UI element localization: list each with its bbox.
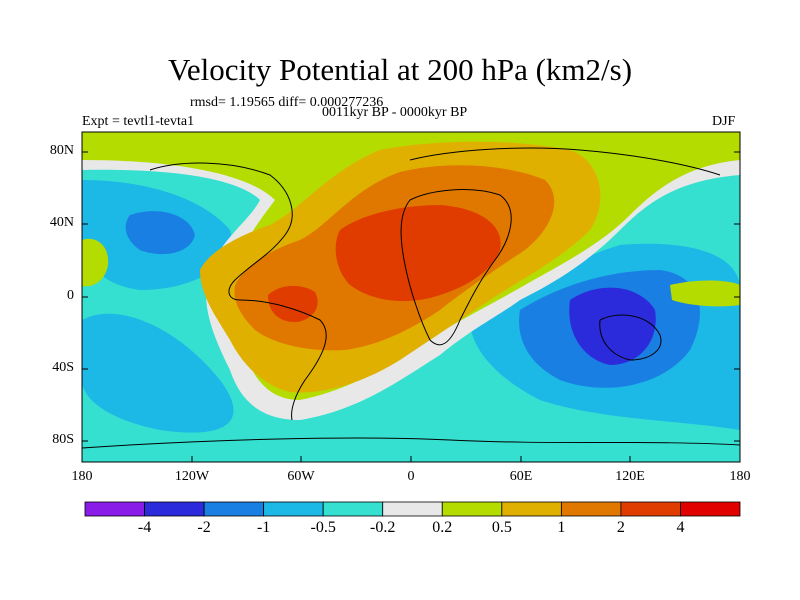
map-title: Velocity Potential at 200 hPa (km2/s) bbox=[167, 52, 633, 87]
colorbar-swatch bbox=[263, 501, 324, 517]
lat-label: 80S bbox=[52, 432, 74, 447]
colorbar-swatch bbox=[560, 501, 622, 517]
period-line: 0011kyr BP - 0000kyr BP bbox=[322, 105, 468, 120]
season-label: DJF bbox=[712, 114, 736, 129]
colorbar-swatch bbox=[84, 501, 145, 517]
colorbar-label: 0.5 bbox=[491, 519, 512, 536]
colorbar-swatch bbox=[620, 501, 681, 517]
lon-label: 180 bbox=[729, 469, 751, 484]
colorbar-swatch bbox=[441, 501, 503, 517]
lon-label: 60W bbox=[287, 469, 315, 484]
colorbar bbox=[84, 501, 741, 517]
lat-label: 40N bbox=[49, 215, 74, 230]
colorbar-swatch bbox=[382, 501, 443, 517]
lon-label: 120W bbox=[174, 469, 210, 484]
colorbar-label: 1 bbox=[557, 519, 566, 536]
velocity-potential-field bbox=[82, 132, 740, 462]
lat-label: 80N bbox=[49, 143, 74, 158]
axis-ticks bbox=[81, 151, 741, 462]
lon-label: 60E bbox=[509, 469, 533, 484]
colorbar-swatch bbox=[501, 501, 562, 517]
colorbar-label: -0.2 bbox=[370, 519, 396, 536]
colorbar-label: -0.5 bbox=[310, 519, 336, 536]
colorbar-label: 2 bbox=[616, 519, 625, 536]
colorbar-label: -2 bbox=[197, 519, 211, 536]
colorbar-label: -4 bbox=[137, 519, 152, 536]
colorbar-label: 0.2 bbox=[432, 519, 453, 536]
lon-label: 180 bbox=[71, 469, 93, 484]
lon-label: 120E bbox=[615, 469, 645, 484]
colorbar-label: 4 bbox=[676, 519, 685, 536]
coastlines bbox=[82, 147, 740, 449]
lon-label: 0 bbox=[407, 469, 415, 484]
colorbar-swatch bbox=[322, 501, 384, 517]
lat-label: 40S bbox=[52, 360, 74, 375]
stats-line: rmsd= 1.19565 diff= 0.000277236 bbox=[190, 95, 384, 110]
lat-label: 0 bbox=[67, 288, 74, 303]
colorbar-swatch bbox=[680, 501, 741, 517]
colorbar-swatch bbox=[144, 501, 205, 517]
colorbar-label: -1 bbox=[256, 519, 271, 536]
colorbar-swatch bbox=[203, 501, 265, 517]
experiment-label: Expt = tevtl1-tevta1 bbox=[82, 114, 195, 129]
